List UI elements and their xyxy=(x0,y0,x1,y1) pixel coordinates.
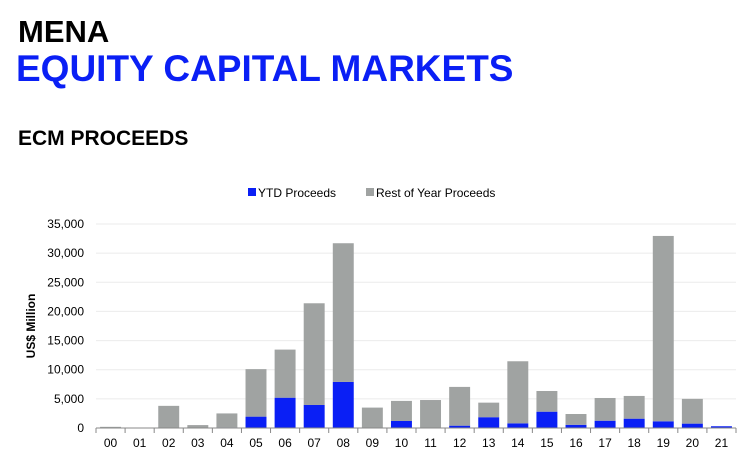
x-tick-label: 14 xyxy=(511,436,525,450)
bar-rest-00 xyxy=(100,426,122,428)
x-tick-label: 05 xyxy=(249,436,263,450)
bar-ytd-16 xyxy=(565,424,587,428)
bar-rest-13 xyxy=(478,402,500,418)
bar-ytd-14 xyxy=(507,423,529,428)
y-tick-label: 20,000 xyxy=(47,304,84,318)
x-tick-label: 01 xyxy=(133,436,147,450)
x-tick-label: 19 xyxy=(657,436,671,450)
legend-label-ytd: YTD Proceeds xyxy=(258,186,336,200)
bar-ytd-05 xyxy=(245,416,267,428)
bar-ytd-06 xyxy=(274,397,296,428)
bar-ytd-17 xyxy=(594,420,616,428)
legend-swatch-rest xyxy=(366,188,374,196)
x-tick-label: 15 xyxy=(540,436,554,450)
bar-rest-20 xyxy=(681,398,703,424)
x-tick-label: 03 xyxy=(191,436,205,450)
section-title: ECM PROCEEDS xyxy=(18,127,189,150)
y-tick-label: 30,000 xyxy=(47,246,84,260)
bar-rest-07 xyxy=(303,303,325,405)
x-tick-label: 00 xyxy=(104,436,118,450)
x-tick-label: 13 xyxy=(482,436,496,450)
x-tick-label: 18 xyxy=(628,436,642,450)
y-tick-label: 35,000 xyxy=(47,217,84,231)
bar-ytd-15 xyxy=(536,411,558,428)
bar-rest-08 xyxy=(332,243,354,382)
bar-ytd-20 xyxy=(681,423,703,428)
bar-ytd-18 xyxy=(623,418,645,428)
bar-rest-05 xyxy=(245,369,267,417)
x-tick-label: 12 xyxy=(453,436,467,450)
bar-rest-12 xyxy=(449,386,471,426)
x-tick-label: 21 xyxy=(715,436,729,450)
bar-rest-02 xyxy=(158,405,180,428)
legend-label-rest: Rest of Year Proceeds xyxy=(376,186,495,200)
bar-rest-15 xyxy=(536,390,558,412)
bar-rest-04 xyxy=(216,413,238,428)
x-tick-label: 17 xyxy=(598,436,612,450)
bar-rest-10 xyxy=(390,400,412,422)
y-tick-label: 15,000 xyxy=(47,334,84,348)
bar-ytd-12 xyxy=(449,425,471,428)
x-tick-label: 08 xyxy=(337,436,351,450)
x-tick-label: 02 xyxy=(162,436,176,450)
bar-ytd-08 xyxy=(332,381,354,428)
page-title: EQUITY CAPITAL MARKETS xyxy=(16,48,514,89)
y-tick-label: 5,000 xyxy=(54,392,84,406)
bar-ytd-07 xyxy=(303,404,325,428)
y-axis-label: US$ Million xyxy=(24,294,38,359)
bar-rest-14 xyxy=(507,361,529,424)
legend-swatch-ytd xyxy=(248,188,256,196)
bar-ytd-19 xyxy=(652,421,674,428)
x-tick-label: 07 xyxy=(308,436,322,450)
x-tick-label: 09 xyxy=(366,436,380,450)
bar-rest-16 xyxy=(565,414,587,425)
bar-rest-03 xyxy=(187,425,209,428)
x-tick-label: 10 xyxy=(395,436,409,450)
bar-rest-09 xyxy=(361,407,383,428)
x-tick-label: 11 xyxy=(424,436,437,450)
bar-ytd-13 xyxy=(478,417,500,428)
y-tick-label: 10,000 xyxy=(47,363,84,377)
bar-rest-11 xyxy=(420,400,442,428)
y-tick-label: 0 xyxy=(77,421,84,435)
x-tick-label: 20 xyxy=(686,436,700,450)
bar-rest-18 xyxy=(623,395,645,419)
region-title: MENA xyxy=(18,14,110,49)
bar-rest-17 xyxy=(594,397,616,421)
bar-ytd-10 xyxy=(390,421,412,428)
bar-rest-19 xyxy=(652,235,674,422)
bar-ytd-21 xyxy=(710,426,732,428)
y-tick-label: 25,000 xyxy=(47,275,84,289)
x-tick-label: 04 xyxy=(220,436,234,450)
bar-rest-06 xyxy=(274,349,296,398)
x-tick-label: 16 xyxy=(569,436,583,450)
x-tick-label: 06 xyxy=(278,436,292,450)
